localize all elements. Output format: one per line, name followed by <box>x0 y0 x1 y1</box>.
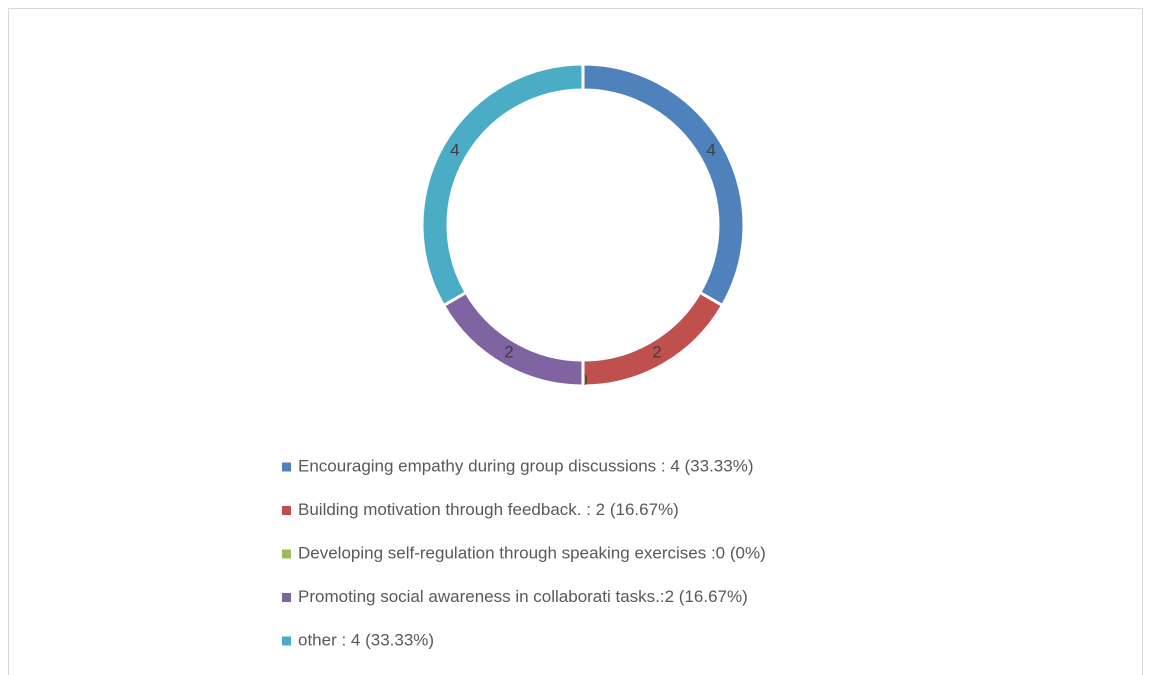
data-label: 2 <box>504 343 513 362</box>
data-label: 4 <box>450 140 459 159</box>
data-label: 2 <box>652 343 661 362</box>
legend-label: Building motivation through feedback. : … <box>298 500 679 519</box>
legend-marker <box>282 636 291 646</box>
donut-slice <box>441 290 585 388</box>
donut-slice <box>420 62 585 308</box>
legend-marker <box>282 549 291 559</box>
legend-label: other : 4 (33.33%) <box>298 630 434 649</box>
donut-slice <box>581 290 725 388</box>
chart-frame <box>8 8 1143 675</box>
legend-marker <box>282 593 291 602</box>
legend-label: Encouraging empathy during group discuss… <box>298 456 754 475</box>
legend-label: Promoting social awareness in collaborat… <box>298 587 748 606</box>
data-label: 4 <box>706 140 715 159</box>
legend-label: Developing self-regulation through speak… <box>298 543 766 562</box>
legend-marker <box>282 462 291 472</box>
donut-slice <box>581 62 746 308</box>
legend-marker <box>282 506 291 515</box>
